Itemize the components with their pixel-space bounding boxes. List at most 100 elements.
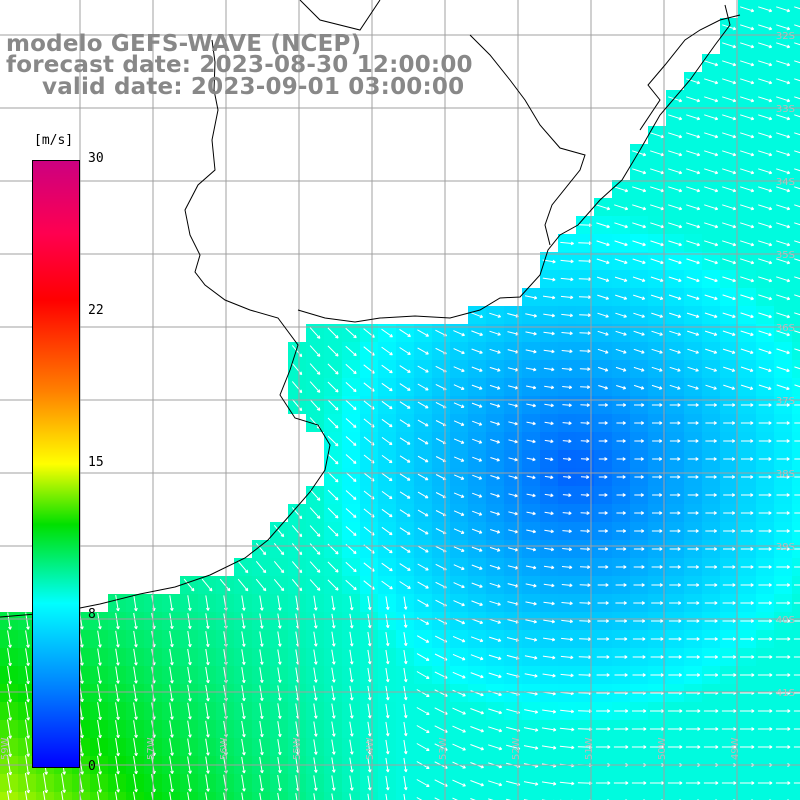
wind-arrow (327, 489, 339, 501)
wind-arrow (309, 381, 321, 393)
wind-arrow (115, 630, 120, 648)
wind-arrow (97, 791, 100, 800)
wind-arrow (721, 745, 737, 749)
ocean-cell (792, 342, 800, 360)
wind-arrow (740, 78, 755, 85)
latitude-label: 40S (776, 615, 795, 626)
wind-arrow (452, 689, 466, 697)
title-model: modelo GEFS-WAVE (NCEP) (6, 31, 362, 57)
wind-arrow (453, 438, 465, 444)
wind-arrow (597, 294, 610, 300)
wind-arrow (416, 743, 430, 751)
wind-arrow (367, 596, 372, 611)
ocean-cell (432, 792, 450, 800)
wind-arrow (313, 775, 318, 791)
wind-arrow (470, 654, 484, 661)
wind-arrow (775, 673, 791, 677)
wind-arrow (187, 666, 192, 684)
colorbar-unit: [m/s] (34, 133, 74, 148)
wind-arrow (489, 600, 501, 606)
latitude-label: 36S (776, 323, 795, 334)
wind-arrow (470, 798, 476, 800)
wind-arrow (794, 96, 800, 100)
wind-arrow (345, 579, 357, 591)
wind-arrow (133, 773, 138, 793)
wind-arrow (471, 600, 483, 606)
wind-arrow (241, 685, 246, 702)
wind-arrow (686, 240, 701, 247)
wind-arrow (313, 739, 318, 755)
wind-arrow (721, 727, 737, 731)
ocean-cell (594, 792, 612, 800)
wind-arrow (367, 667, 372, 683)
wind-arrow (381, 526, 393, 536)
wind-arrow (309, 507, 321, 519)
wind-arrow (616, 403, 627, 407)
wind-arrow (543, 619, 556, 624)
wind-arrow (598, 403, 608, 407)
wind-arrow (776, 583, 791, 587)
wind-arrow (794, 584, 800, 586)
wind-arrow (115, 666, 120, 684)
wind-arrow (758, 240, 773, 247)
wind-arrow (544, 439, 554, 444)
wind-arrow (25, 612, 30, 630)
wind-arrow (399, 419, 411, 427)
wind-arrow (313, 595, 318, 611)
wind-arrow (632, 709, 647, 713)
ocean-cell (360, 792, 378, 800)
wind-arrow (794, 530, 800, 532)
wind-arrow (722, 294, 736, 301)
wind-arrow (367, 649, 372, 665)
wind-arrow (381, 562, 393, 572)
wind-arrow (453, 528, 465, 534)
title-valid-date: valid date: 2023-09-01 03:00:00 (42, 74, 465, 100)
wind-arrow (776, 6, 791, 13)
wind-arrow (687, 366, 699, 372)
wind-arrow (24, 773, 31, 794)
wind-arrow (740, 204, 755, 211)
wind-arrow (205, 738, 210, 756)
wind-arrow (740, 565, 754, 569)
wind-arrow (453, 510, 465, 516)
wind-arrow (669, 475, 681, 479)
wind-arrow (776, 96, 791, 103)
wind-arrow (7, 630, 12, 648)
wind-arrow (560, 673, 574, 678)
wind-arrow (686, 294, 700, 300)
wind-arrow (349, 649, 354, 665)
wind-arrow (453, 564, 465, 571)
wind-arrow (632, 655, 646, 659)
wind-arrow (668, 258, 682, 265)
ocean-cell (36, 792, 54, 800)
wind-arrow (705, 439, 717, 443)
wind-arrow (596, 204, 611, 211)
ocean-cell (612, 792, 630, 800)
wind-arrow (758, 276, 773, 283)
wind-arrow (561, 601, 573, 606)
wind-arrow (7, 719, 12, 739)
wind-arrow (345, 382, 357, 393)
wind-arrow (669, 529, 681, 533)
wind-arrow (704, 240, 719, 247)
wind-arrow (614, 222, 628, 229)
wind-arrow (631, 727, 647, 731)
wind-arrow (544, 421, 554, 426)
wind-arrow (615, 583, 627, 587)
wind-arrow (597, 348, 609, 354)
wind-arrow (133, 612, 138, 630)
wind-arrow (651, 547, 663, 551)
wind-arrow (7, 612, 12, 630)
wind-arrow (616, 439, 626, 443)
wind-arrow (775, 709, 791, 713)
wind-arrow (722, 78, 737, 85)
wind-arrow (385, 721, 390, 737)
wind-arrow (97, 666, 102, 684)
wind-arrow (489, 546, 501, 552)
wind-arrow (542, 673, 556, 678)
wind-arrow (241, 613, 246, 629)
wind-arrow (416, 689, 430, 697)
wind-arrow (776, 186, 791, 193)
wind-arrow (7, 665, 12, 685)
wind-arrow (652, 457, 663, 461)
